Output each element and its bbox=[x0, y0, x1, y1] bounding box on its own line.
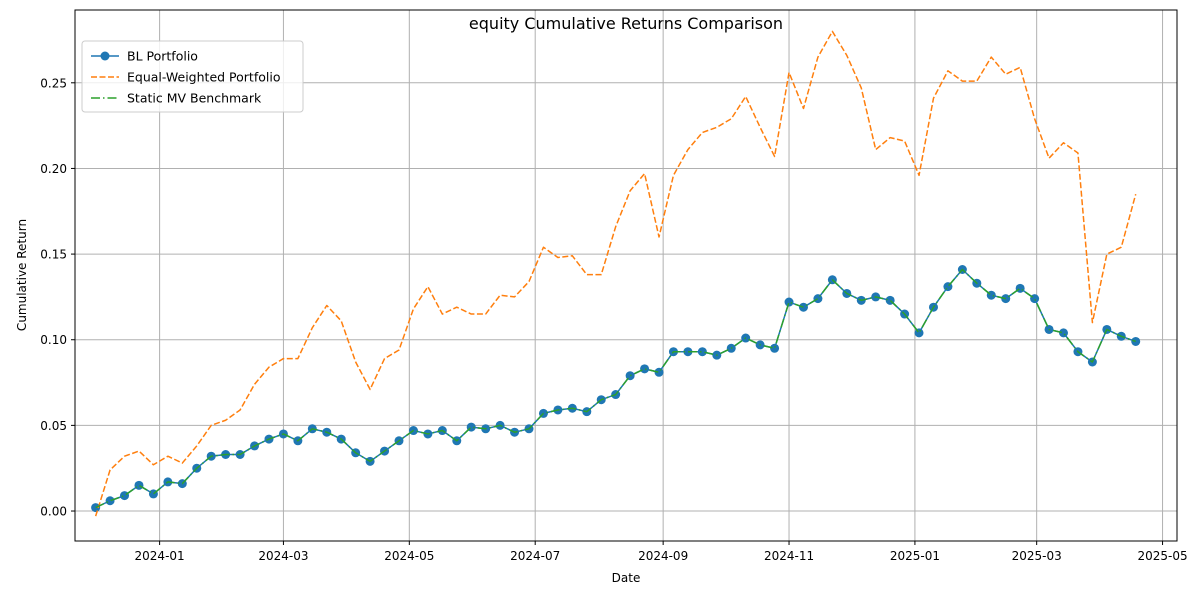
y-tick-label: 0.05 bbox=[40, 419, 67, 433]
y-tick-label: 0.15 bbox=[40, 248, 67, 262]
x-tick-label: 2024-01 bbox=[135, 549, 185, 563]
x-tick-label: 2024-09 bbox=[638, 549, 688, 563]
x-tick-label: 2024-03 bbox=[258, 549, 308, 563]
series-line-static-mv-benchmark bbox=[95, 268, 1136, 509]
legend-marker-bl-portfolio bbox=[100, 51, 110, 61]
data-point bbox=[813, 294, 823, 304]
data-point bbox=[770, 343, 780, 353]
x-tick-label: 2024-07 bbox=[510, 549, 560, 563]
data-point bbox=[697, 347, 707, 357]
data-point bbox=[105, 496, 115, 506]
chart-title: equity Cumulative Returns Comparison bbox=[469, 14, 783, 33]
plot-series bbox=[91, 30, 1141, 517]
y-tick-label: 0.10 bbox=[40, 333, 67, 347]
x-tick-label: 2024-11 bbox=[764, 549, 814, 563]
series-line-equal-weighted-portfolio bbox=[94, 30, 1137, 517]
y-tick-label: 0.00 bbox=[40, 505, 67, 519]
x-tick-label: 2024-05 bbox=[384, 549, 434, 563]
legend-label-bl-portfolio: BL Portfolio bbox=[127, 49, 198, 64]
data-point bbox=[683, 347, 693, 357]
data-point bbox=[134, 480, 144, 490]
grid bbox=[75, 10, 1177, 541]
legend-box bbox=[81, 40, 304, 113]
x-tick-label: 2025-05 bbox=[1137, 549, 1187, 563]
data-point bbox=[1059, 328, 1068, 338]
x-tick-label: 2025-03 bbox=[1012, 549, 1062, 563]
y-axis-label: Cumulative Return bbox=[15, 219, 29, 331]
plot-frame bbox=[74, 9, 1178, 542]
data-point bbox=[640, 364, 650, 374]
data-point bbox=[784, 297, 794, 307]
legend: BL Portfolio Equal-Weighted Portfolio St… bbox=[81, 40, 304, 113]
y-tick-label: 0.20 bbox=[40, 162, 67, 176]
x-axis-ticks: 2024-01 2024-03 2024-05 2024-07 2024-09 2024-… bbox=[135, 541, 1188, 563]
x-tick-label: 2025-01 bbox=[890, 549, 940, 563]
x-axis-label: Date bbox=[612, 571, 641, 585]
legend-label-equal-weighted: Equal-Weighted Portfolio bbox=[127, 70, 280, 85]
legend-label-static-mv: Static MV Benchmark bbox=[127, 91, 262, 106]
y-axis-ticks: 0.00 0.05 0.10 0.15 0.20 0.25 bbox=[40, 76, 75, 519]
y-tick-label: 0.25 bbox=[40, 76, 67, 90]
data-point bbox=[798, 302, 808, 312]
